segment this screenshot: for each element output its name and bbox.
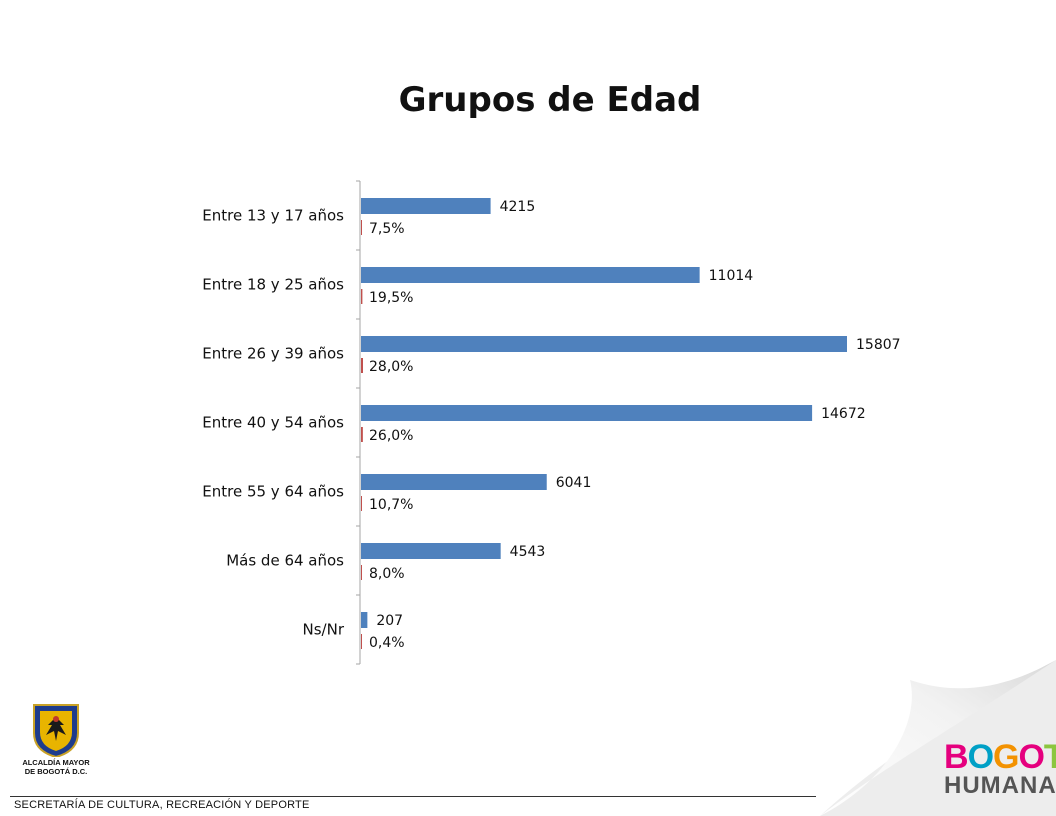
bar-count [361,336,847,352]
bar-percent [361,220,362,235]
brand-letter: O [967,738,994,776]
data-label-percent: 19,5% [369,290,413,306]
data-label-count: 15807 [856,337,901,353]
category-label: Ns/Nr [303,621,345,639]
page-curl-graphic [820,660,1056,816]
data-label-count: 4543 [510,544,546,560]
data-label-percent: 10,7% [369,497,413,513]
footer-text: SECRETARÍA DE CULTURA, RECREACIÓN Y DEPO… [14,799,310,811]
category-label: Entre 18 y 25 años [202,276,344,294]
org-line-1: ALCALDÍA MAYOR [22,758,90,767]
bar-count [361,543,501,559]
bar-percent [361,496,362,511]
bar-count [361,267,700,283]
brand-letter: G [993,738,1019,776]
data-label-percent: 7,5% [369,221,405,237]
alcaldia-text: ALCALDÍA MAYOR DE BOGOTÁ D.C. [12,758,100,776]
data-label-percent: 8,0% [369,566,405,582]
footer-divider [10,796,816,797]
bar-chart: Entre 13 y 17 años 4215 7,5% Entre 18 y 25 … [202,180,901,665]
alcaldia-logo: ALCALDÍA MAYOR DE BOGOTÁ D.C. [12,703,100,783]
category-label: Entre 26 y 39 años [202,345,344,363]
coat-of-arms-icon [33,704,79,759]
category-label: Más de 64 años [226,552,344,570]
data-label-count: 6041 [556,475,592,491]
chart-marks: Entre 13 y 17 años 4215 7,5% Entre 18 y 25 … [202,180,901,665]
brand-word-1: BOGOTÁ [944,738,1056,776]
bar-count [361,474,547,490]
org-line-2: DE BOGOTÁ D.C. [24,767,88,776]
chart-title: Grupos de Edad [398,80,702,120]
data-label-count: 4215 [500,199,536,215]
bar-percent [361,427,363,442]
brand-word-2: HUMANA [944,772,1056,799]
category-label: Entre 13 y 17 años [202,207,344,225]
bar-percent [361,565,362,580]
bar-count [361,405,813,421]
brand-letter: B [944,738,969,776]
category-label: Entre 40 y 54 años [202,414,344,432]
data-label-percent: 0,4% [369,635,405,651]
category-label: Entre 55 y 64 años [202,483,344,501]
data-label-count: 14672 [821,406,866,422]
brand-letter: T [1043,738,1056,776]
data-label-percent: 26,0% [369,428,413,444]
bar-percent [361,634,362,649]
bar-count [361,198,491,214]
brand-letter: O [1018,738,1044,776]
data-label-count: 207 [376,613,403,629]
data-label-percent: 28,0% [369,359,413,375]
data-label-count: 11014 [709,268,754,284]
bar-percent [361,358,363,373]
bar-count [361,612,368,628]
bogota-humana-logo: BOGOTÁ HUMANA [944,738,1056,802]
bar-percent [361,289,363,304]
